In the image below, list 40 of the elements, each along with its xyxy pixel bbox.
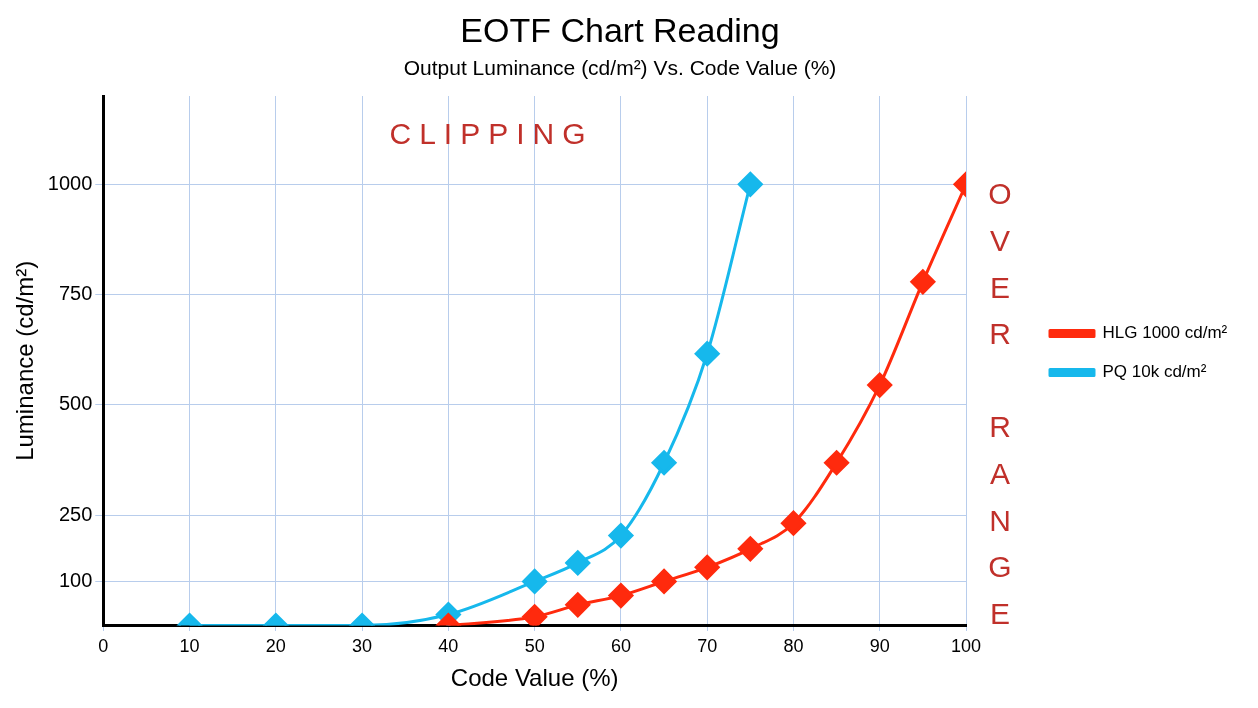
point [522, 604, 548, 626]
annotation: CLIPPING [389, 117, 594, 151]
x-tick-label: 80 [783, 636, 804, 657]
point [737, 536, 763, 562]
y-tick-label: 750 [58, 282, 93, 305]
x-tick-label: 0 [98, 636, 109, 657]
point [651, 568, 677, 594]
point [824, 450, 850, 476]
legend-label: PQ 10k cd/m² [1102, 362, 1207, 382]
chart-title: EOTF Chart Reading [460, 10, 780, 49]
y-tick-label: 250 [58, 502, 93, 525]
x-tick-label: 40 [438, 636, 459, 657]
x-tick-label: 30 [352, 636, 373, 657]
x-tick-label: 20 [265, 636, 286, 657]
chart-subtitle: Output Luminance (cd/m²) Vs. Code Value (%) [403, 56, 837, 80]
point [565, 592, 591, 618]
point [694, 554, 720, 580]
point [651, 450, 677, 476]
point [522, 568, 548, 594]
text: OVER RANGE [988, 177, 1012, 630]
x-tick-label: 50 [524, 636, 545, 657]
point [910, 269, 936, 295]
legend-label: HLG 1000 cd/m² [1102, 323, 1228, 343]
point [565, 550, 591, 576]
x-tick-label: 100 [950, 636, 982, 657]
y-tick-label: 1000 [47, 171, 93, 194]
x-tick-label: 10 [179, 636, 200, 657]
y-axis-title: Luminance (cd/m²) [11, 260, 39, 461]
point [694, 341, 720, 367]
y-tick-label: 500 [58, 392, 93, 415]
x-tick-label: 60 [610, 636, 631, 657]
point [608, 523, 634, 549]
point [737, 171, 763, 197]
point [780, 510, 806, 536]
y-tick-label: 100 [58, 568, 93, 591]
x-tick-label: 70 [697, 636, 718, 657]
point [608, 583, 634, 609]
point [867, 372, 893, 398]
x-tick-label: 90 [869, 636, 890, 657]
x-axis-title: Code Value (%) [450, 664, 619, 692]
